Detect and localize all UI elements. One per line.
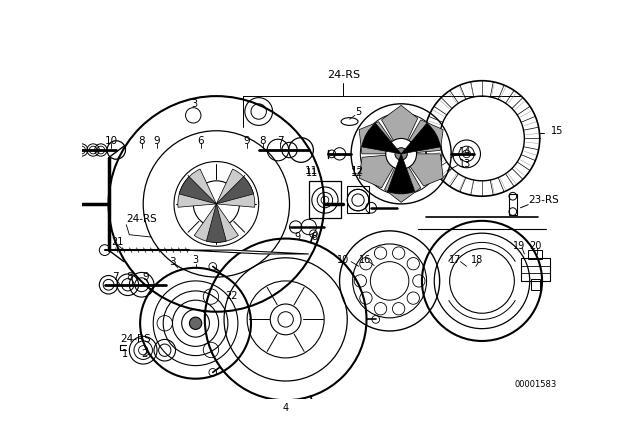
Text: 20: 20 xyxy=(530,241,542,251)
Text: 7: 7 xyxy=(113,272,119,282)
Polygon shape xyxy=(385,154,420,202)
Text: 12: 12 xyxy=(351,166,364,176)
Text: 11: 11 xyxy=(305,166,319,176)
Bar xyxy=(520,258,550,281)
Text: 17: 17 xyxy=(449,255,461,265)
Text: 15: 15 xyxy=(551,126,564,136)
Wedge shape xyxy=(179,177,216,204)
Text: 8: 8 xyxy=(259,136,266,146)
Circle shape xyxy=(386,138,417,169)
Text: 8: 8 xyxy=(126,272,132,282)
Text: 3: 3 xyxy=(193,255,198,265)
Bar xyxy=(308,181,341,218)
Polygon shape xyxy=(401,120,443,154)
Text: 4: 4 xyxy=(283,403,289,413)
Text: 18: 18 xyxy=(470,255,483,265)
Wedge shape xyxy=(387,154,415,194)
Circle shape xyxy=(189,317,202,329)
Wedge shape xyxy=(216,169,255,207)
Text: 16: 16 xyxy=(359,255,371,265)
Circle shape xyxy=(395,148,407,160)
Text: 8: 8 xyxy=(138,136,145,146)
Text: 11: 11 xyxy=(306,168,318,178)
Bar xyxy=(528,250,542,259)
Bar xyxy=(509,194,516,215)
Text: 8: 8 xyxy=(311,232,317,242)
Text: 13: 13 xyxy=(459,159,471,169)
Text: 1: 1 xyxy=(122,349,129,359)
Text: 14: 14 xyxy=(459,147,471,157)
Text: 23-RS: 23-RS xyxy=(528,195,559,205)
Wedge shape xyxy=(206,204,227,242)
Text: 9: 9 xyxy=(142,272,149,282)
Text: 21: 21 xyxy=(111,237,124,247)
Text: 9: 9 xyxy=(154,136,161,146)
Text: 3: 3 xyxy=(169,257,176,267)
Text: 10: 10 xyxy=(337,255,349,265)
Text: 10: 10 xyxy=(105,136,118,146)
Text: 9: 9 xyxy=(244,136,250,146)
Text: 19: 19 xyxy=(513,241,525,251)
Polygon shape xyxy=(381,105,418,154)
Text: 24-RS: 24-RS xyxy=(126,214,157,224)
Polygon shape xyxy=(401,154,443,186)
Text: 6: 6 xyxy=(198,136,204,146)
Bar xyxy=(531,279,540,290)
Text: 12: 12 xyxy=(351,168,364,178)
Wedge shape xyxy=(362,123,401,154)
Text: 3: 3 xyxy=(192,99,198,109)
Text: 5: 5 xyxy=(356,107,362,116)
Text: 2: 2 xyxy=(141,349,148,359)
Text: 9: 9 xyxy=(294,232,300,242)
Text: 7: 7 xyxy=(277,136,284,146)
Text: 24-RS: 24-RS xyxy=(327,70,360,80)
Wedge shape xyxy=(195,204,239,242)
Wedge shape xyxy=(401,123,440,154)
Polygon shape xyxy=(359,122,401,154)
Text: 22: 22 xyxy=(225,291,238,302)
Wedge shape xyxy=(178,169,216,207)
Text: 24-RS: 24-RS xyxy=(120,334,151,344)
Polygon shape xyxy=(359,154,401,188)
Wedge shape xyxy=(216,177,253,204)
Text: 00001583: 00001583 xyxy=(515,380,557,389)
Bar xyxy=(348,186,369,213)
Polygon shape xyxy=(186,250,308,254)
